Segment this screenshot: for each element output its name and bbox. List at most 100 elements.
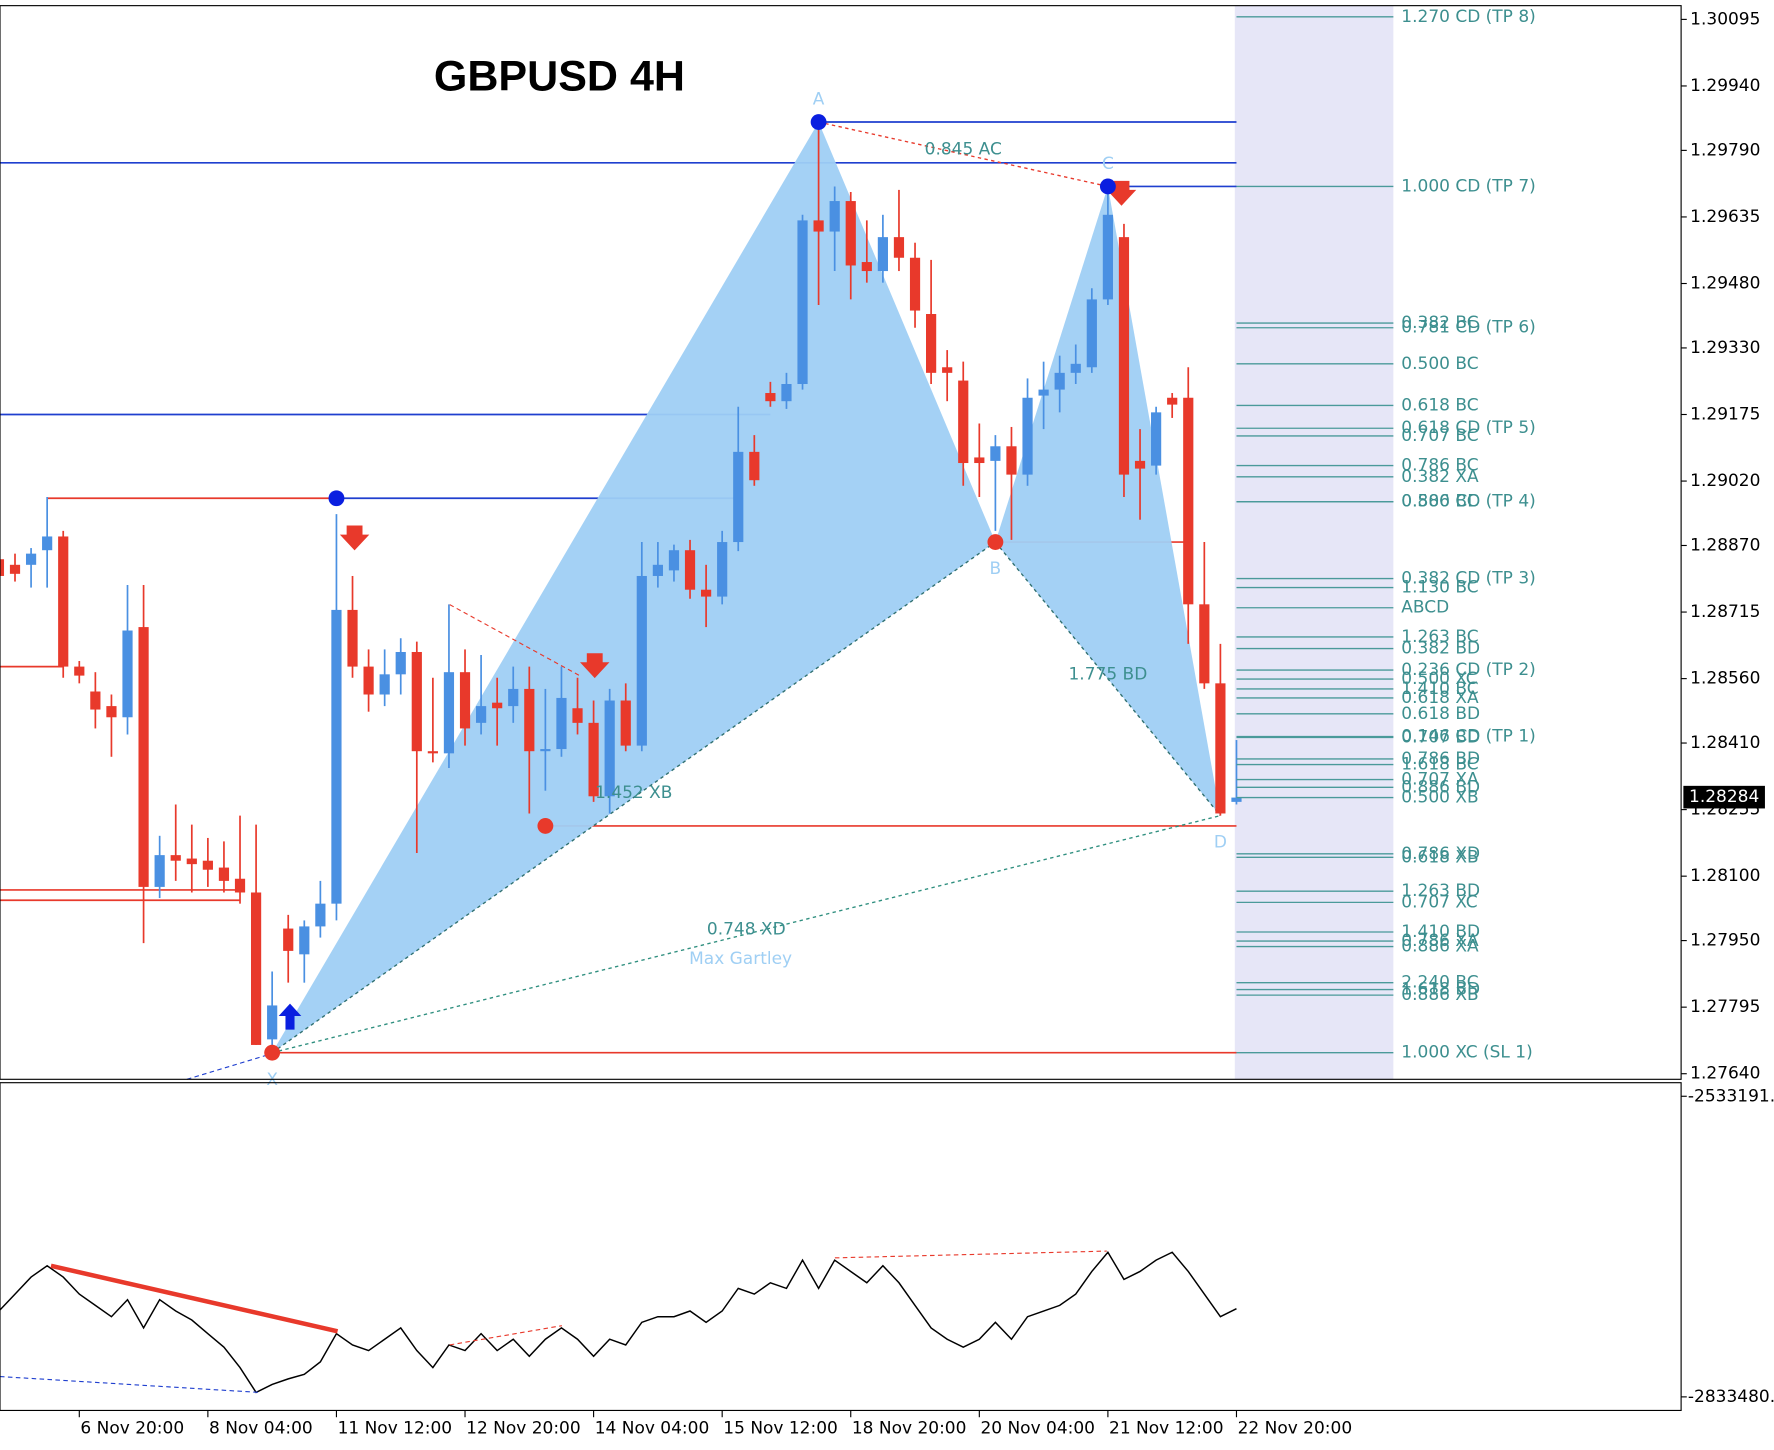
back-layer — [0, 121, 1237, 1054]
y-tick-label: 1.29635 — [1690, 207, 1760, 227]
candle-body — [1215, 683, 1226, 814]
candle-body — [1022, 397, 1033, 475]
fib-label: 0.618 XA — [1401, 688, 1479, 708]
candle-body — [154, 855, 165, 887]
x-tick-label: 18 Nov 20:00 — [852, 1419, 967, 1439]
candle-body — [845, 201, 856, 266]
candle-body — [990, 446, 1001, 461]
ratio-label: 0.748 XD — [707, 920, 786, 940]
fib-label: 0.500 XC — [1401, 669, 1477, 689]
candle-body — [395, 651, 406, 675]
fib-label: 0.618 BD — [1401, 704, 1480, 724]
candle-body — [588, 722, 599, 797]
fib-label: ABCD — [1401, 598, 1449, 618]
front-layer: GBPUSD 4H 0.845 AC 1.452 XB 1.775 BD 0.748 … — [0, 7, 1774, 1439]
candle-body — [861, 262, 872, 272]
candle-body — [218, 867, 230, 881]
sell-arrow — [339, 525, 370, 551]
divergence-line — [449, 1325, 562, 1346]
pattern-point-label: B — [990, 559, 1002, 579]
candle-body — [1199, 604, 1210, 684]
y-tick-label: 1.28410 — [1690, 733, 1760, 753]
candle-body — [1054, 372, 1065, 390]
divergence-line — [0, 1375, 259, 1393]
fib-label: 2.240 BC — [1401, 973, 1478, 993]
y-tick-label: 1.28870 — [1690, 535, 1760, 555]
y-tick-label: 1.27950 — [1690, 931, 1760, 951]
candle-body — [347, 609, 358, 667]
candle-body — [0, 559, 5, 576]
y-tick-label: 1.29480 — [1690, 274, 1760, 294]
fib-label: 0.781 CD (TP 6) — [1401, 318, 1535, 338]
candle-body — [299, 926, 310, 955]
candle-body — [604, 700, 615, 797]
ratio-label: 0.845 AC — [925, 140, 1002, 160]
fib-label: 0.886 BC — [1401, 492, 1478, 512]
fib-label: 0.618 XB — [1401, 847, 1478, 867]
candle-body — [733, 451, 744, 543]
fib-label: 1.000 CD (TP 7) — [1401, 176, 1535, 196]
y-tick-label: 1.27795 — [1690, 997, 1760, 1017]
pattern-point-label: A — [813, 89, 825, 109]
pattern-point-label: D — [1214, 833, 1227, 853]
candle-body — [893, 237, 905, 258]
candle-body — [877, 237, 888, 272]
x-tick-label: 8 Nov 04:00 — [209, 1419, 313, 1439]
fib-label: 0.707 XA — [1401, 770, 1479, 790]
pivot-marker — [328, 490, 345, 507]
candle-body — [717, 542, 728, 597]
candle-body — [315, 903, 326, 927]
ratio-line — [818, 121, 1109, 188]
candle-body — [684, 550, 696, 590]
current-price-label: 1.28284 — [1689, 787, 1759, 807]
ratio-line — [271, 541, 996, 1054]
candle-body — [1070, 363, 1081, 373]
candle-body — [1038, 389, 1049, 396]
fib-label: 1.263 BC — [1401, 627, 1478, 647]
sell-arrow — [580, 653, 610, 679]
candle-body — [411, 651, 422, 752]
y-tick-label: 1.29940 — [1690, 76, 1760, 96]
candle-body — [829, 201, 840, 232]
candle-body — [942, 367, 953, 373]
candle-body — [250, 892, 262, 1045]
y-tick-label: 1.29020 — [1690, 471, 1760, 491]
candle-body — [58, 536, 69, 667]
chart-title: GBPUSD 4H — [434, 53, 685, 101]
fib-label: 1.000 XC (SL 1) — [1401, 1043, 1532, 1063]
candle-body — [1006, 446, 1017, 475]
divergence-line — [50, 1263, 339, 1334]
fib-label: 0.707 BC — [1401, 426, 1478, 446]
y-tick-label: -2533191. — [1688, 1086, 1774, 1106]
pattern-point-label: C — [1102, 154, 1114, 174]
pivot-marker — [264, 1044, 281, 1061]
candle-body — [74, 666, 85, 676]
candle-body — [202, 860, 213, 870]
candle-body — [1134, 460, 1146, 469]
candle-body — [958, 380, 969, 464]
fib-label: 0.382 CD (TP 3) — [1401, 569, 1535, 589]
ratio-line — [994, 541, 1221, 817]
pattern-name: Max Gartley — [689, 949, 792, 969]
candle-body — [1118, 237, 1130, 475]
pivot-marker — [537, 818, 554, 834]
candle-body — [25, 553, 37, 565]
candle-body — [267, 1005, 278, 1040]
candle-body — [636, 575, 647, 746]
candle-body — [443, 672, 455, 754]
y-tick-label: 1.27640 — [1690, 1064, 1760, 1084]
candle-body — [909, 257, 921, 311]
candle-body — [106, 706, 117, 718]
fib-label: 0.382 XA — [1401, 467, 1479, 487]
x-tick-label: 12 Nov 20:00 — [466, 1419, 581, 1439]
fib-label: 1.263 BD — [1401, 881, 1480, 901]
fib-label: 0.786 BC — [1401, 456, 1478, 476]
oscillator-line — [0, 1250, 1237, 1394]
fib-label: 0.886 XB — [1401, 985, 1478, 1005]
candle-body — [186, 858, 197, 865]
candle-body — [427, 751, 438, 754]
candle-body — [701, 589, 712, 597]
candle-body — [620, 700, 631, 746]
